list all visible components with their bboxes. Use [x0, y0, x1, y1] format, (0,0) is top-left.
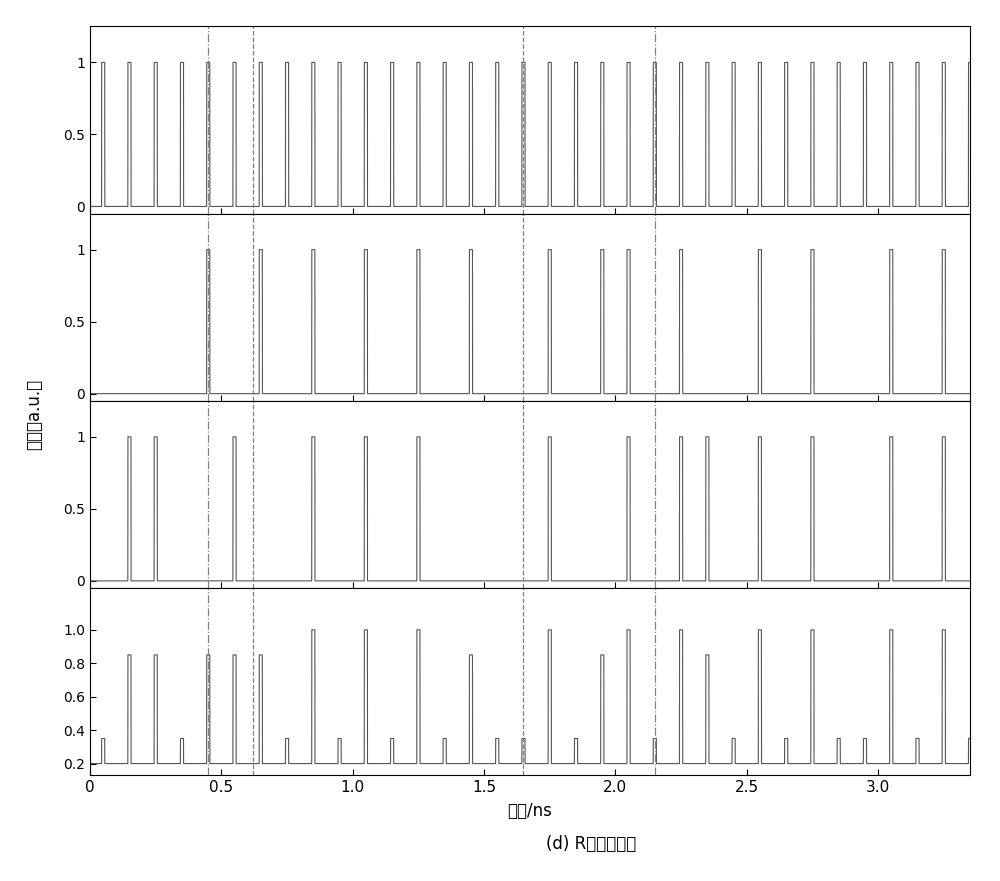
Text: 强度（a.u.）: 强度（a.u.） [25, 379, 43, 449]
X-axis label: 时间/ns: 时间/ns [508, 802, 552, 820]
Text: (a) 时锤信号: (a) 时锤信号 [584, 261, 652, 278]
Text: (c) 输入的随机序列B₂: (c) 输入的随机序列B₂ [604, 635, 720, 653]
Text: (b) 输入的随机序列B₁: (b) 输入的随机序列B₁ [604, 448, 720, 466]
Text: (d) R端输出信号: (d) R端输出信号 [546, 835, 637, 853]
